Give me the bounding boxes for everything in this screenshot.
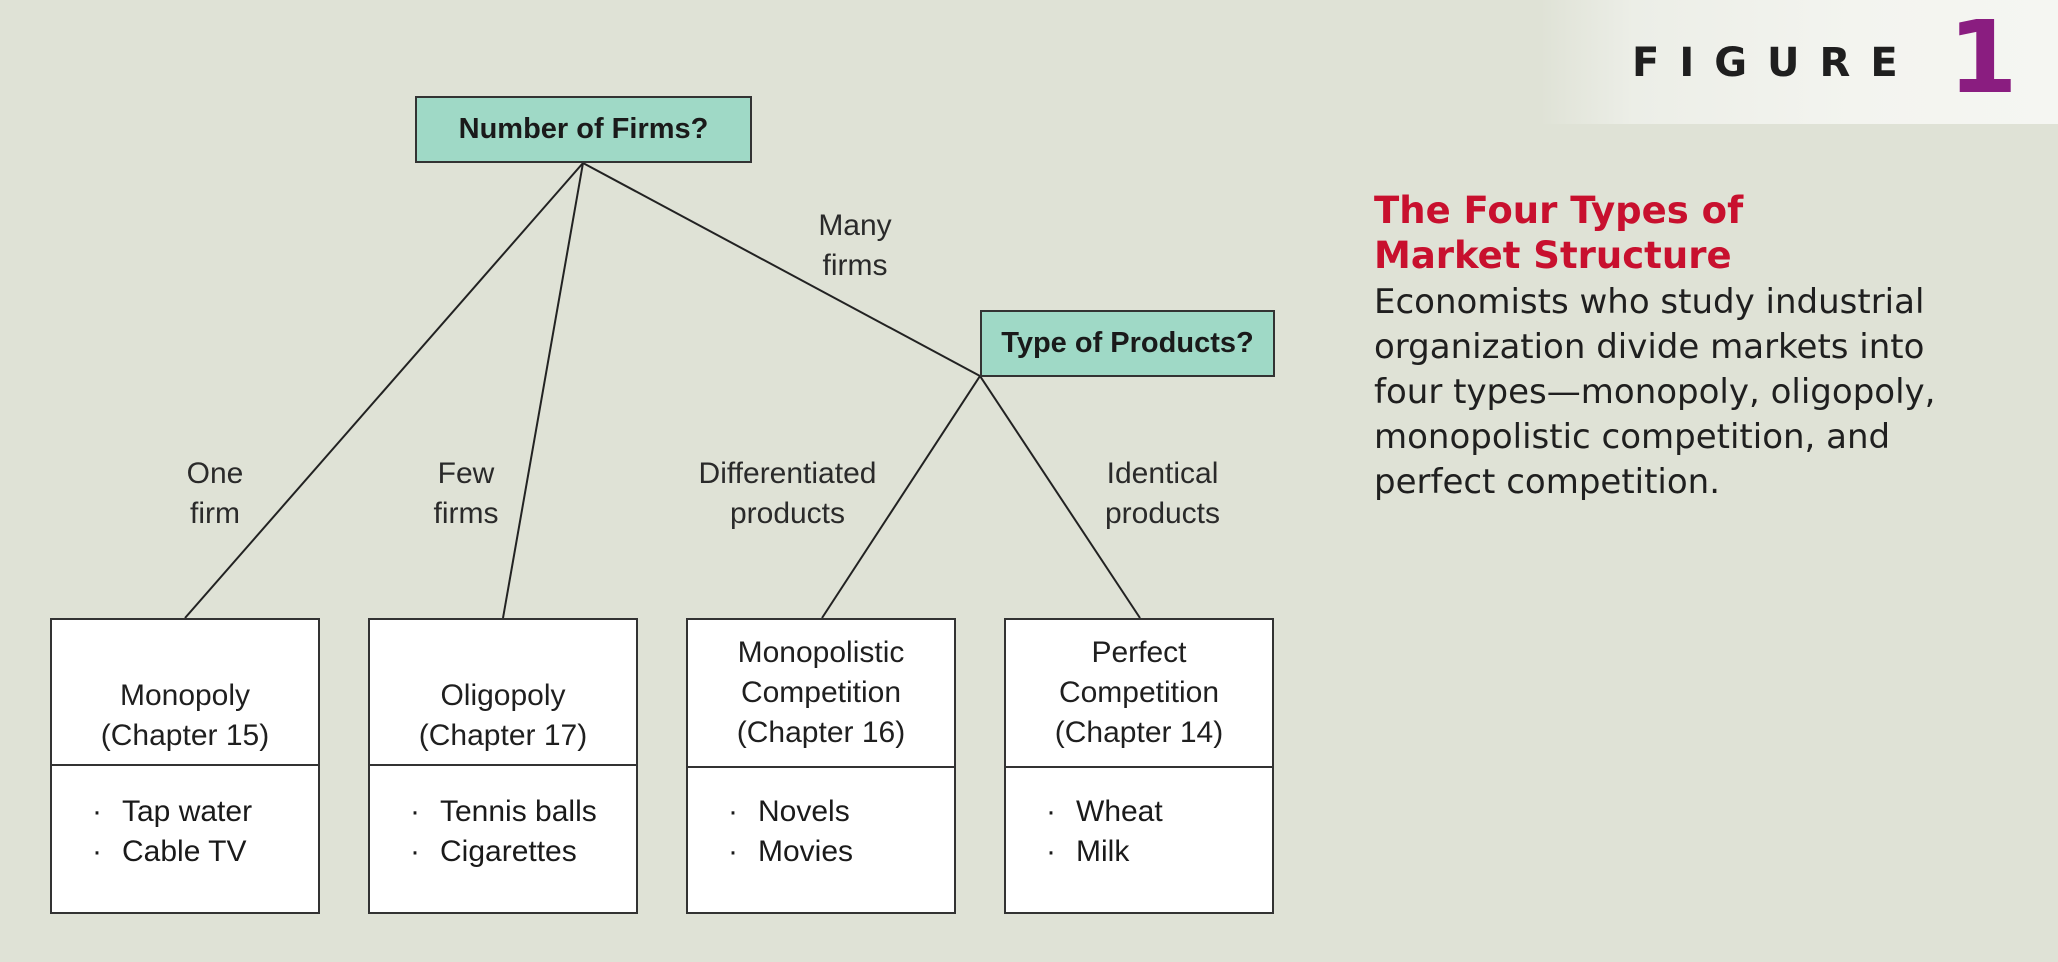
list-item: · Movies xyxy=(728,835,854,868)
market-title-line: Competition xyxy=(1058,676,1220,709)
caption-text: Economists who study industrial organiza… xyxy=(1374,282,1936,502)
label-one-firm: One firm xyxy=(186,457,244,530)
figure-label: FIGURE xyxy=(1632,40,1918,86)
question-number-of-firms: Number of Firms? xyxy=(415,96,752,163)
market-title-line: Competition xyxy=(740,676,902,709)
market-title-line: Perfect xyxy=(1091,636,1187,669)
market-title-line: (Chapter 14) xyxy=(1054,716,1224,749)
label-differentiated-products: Differentiated products xyxy=(698,457,877,530)
list-item: · Tap water xyxy=(92,795,253,828)
list-item: · Milk xyxy=(1046,835,1130,868)
market-title: Perfect Competition (Chapter 14) xyxy=(1006,620,1272,768)
caption-title-line: The Four Types of xyxy=(1374,189,1744,232)
market-title-line: Monopolistic xyxy=(737,636,905,669)
list-item: · Cable TV xyxy=(92,835,247,868)
market-box-perfect-competition: Perfect Competition (Chapter 14) · Wheat … xyxy=(1004,618,1274,914)
market-title-line: (Chapter 16) xyxy=(736,716,906,749)
example-list: · Tennis balls · Cigarettes xyxy=(410,792,597,872)
market-title-line: Monopoly xyxy=(119,679,251,712)
market-title-line: Oligopoly xyxy=(440,679,566,712)
market-title-line: (Chapter 15) xyxy=(100,719,270,752)
market-box-monopoly: Monopoly (Chapter 15) · Tap water · Cable … xyxy=(50,618,320,914)
example-list: · Novels · Movies xyxy=(728,792,853,872)
caption-title-line: Market Structure xyxy=(1374,234,1732,277)
line-one-firm xyxy=(184,162,584,619)
example-list: · Tap water · Cable TV xyxy=(92,792,252,872)
caption-title: The Four Types of Market Structure xyxy=(1374,188,1974,278)
label-many-firms: Many firms xyxy=(818,209,892,282)
figure-number: 1 xyxy=(1948,0,2018,116)
list-item: · Novels xyxy=(728,795,850,828)
label-few-firms: Few firms xyxy=(433,457,499,530)
line-many-firms xyxy=(582,162,981,377)
market-box-oligopoly: Oligopoly (Chapter 17) · Tennis balls · Ci… xyxy=(368,618,638,914)
market-title: Monopoly (Chapter 15) xyxy=(52,620,318,766)
market-box-monopolistic-competition: Monopolistic Competition (Chapter 16) · N… xyxy=(686,618,956,914)
market-title: Monopolistic Competition (Chapter 16) xyxy=(688,620,954,768)
figure-tab xyxy=(1540,0,2058,124)
example-list: · Wheat · Milk xyxy=(1046,792,1163,872)
line-identical xyxy=(979,375,1141,619)
line-differentiated xyxy=(821,375,981,619)
market-title-line: (Chapter 17) xyxy=(418,719,588,752)
market-title: Oligopoly (Chapter 17) xyxy=(370,620,636,766)
question-type-of-products: Type of Products? xyxy=(980,310,1275,377)
label-identical-products: Identical products xyxy=(1104,457,1221,530)
line-few-firms xyxy=(502,162,584,619)
list-item: · Wheat xyxy=(1046,795,1163,828)
list-item: · Tennis balls xyxy=(410,795,597,828)
list-item: · Cigarettes xyxy=(410,835,577,868)
